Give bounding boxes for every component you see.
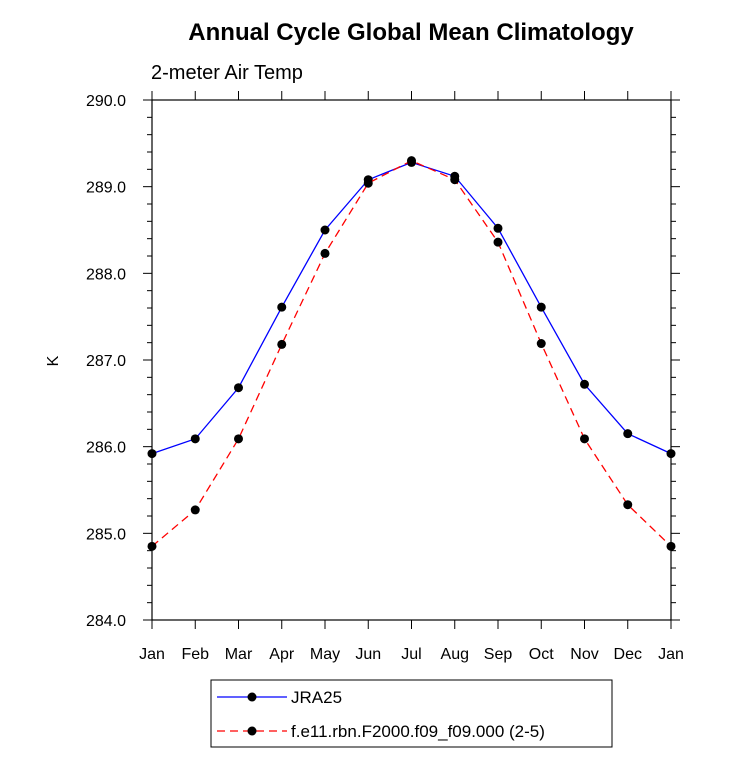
data-point <box>580 434 589 444</box>
data-point <box>190 434 200 444</box>
data-point <box>320 225 330 235</box>
y-tick-label: 284.0 <box>86 613 126 630</box>
x-tick-label: Oct <box>529 646 554 663</box>
tick-labels: 284.0 285.0 286.0 287.0 288.0 289.0 290.0 Jan Fe… <box>86 93 684 663</box>
series-layer <box>147 156 676 551</box>
data-point <box>190 505 200 515</box>
data-point <box>493 223 503 233</box>
x-tick-label: Jul <box>401 646 421 663</box>
data-point <box>277 339 287 349</box>
x-tick-label: Nov <box>570 646 598 663</box>
data-point <box>623 429 633 439</box>
y-tick-label: 290.0 <box>86 93 126 110</box>
data-point <box>493 237 503 247</box>
data-point <box>580 379 589 389</box>
chart-subtitle: 2-meter Air Temp <box>151 62 303 84</box>
y-tick-label: 289.0 <box>86 180 126 197</box>
series-line <box>151 161 672 455</box>
x-tick-label: Mar <box>225 646 253 663</box>
data-point <box>234 383 243 393</box>
data-point <box>277 302 287 312</box>
legend-marker <box>247 726 257 736</box>
legend-label: f.e11.rbn.F2000.f09_f09.000 (2-5) <box>291 722 545 741</box>
y-tick-label: 288.0 <box>86 266 126 283</box>
data-point <box>536 302 546 312</box>
legend-box <box>210 679 613 748</box>
x-tick-label: Jun <box>355 646 381 663</box>
x-tick-label: Dec <box>614 646 642 663</box>
y-axis-label: K <box>45 355 62 366</box>
data-point <box>234 434 243 444</box>
legend-marker <box>247 692 257 702</box>
series-line <box>151 159 672 547</box>
y-tick-label: 287.0 <box>86 353 126 370</box>
data-point <box>536 339 546 349</box>
x-tick-label: Jan <box>139 646 165 663</box>
chart-title: Annual Cycle Global Mean Climatology <box>188 19 634 46</box>
x-tick-label: Apr <box>269 646 295 663</box>
x-tick-label: May <box>310 646 340 663</box>
plot-frame <box>151 99 672 621</box>
data-point <box>450 175 460 185</box>
x-tick-label: Sep <box>484 646 513 663</box>
data-point <box>320 248 330 258</box>
axis-ticks <box>143 91 680 629</box>
legend-label: JRA25 <box>291 688 342 707</box>
y-tick-label: 286.0 <box>86 440 126 457</box>
y-tick-label: 285.0 <box>86 526 126 543</box>
x-tick-label: Jan <box>658 646 684 663</box>
legend: JRA25 f.e11.rbn.F2000.f09_f09.000 (2-5) <box>210 679 613 748</box>
legend-items: JRA25 f.e11.rbn.F2000.f09_f09.000 (2-5) <box>217 688 545 741</box>
x-tick-label: Feb <box>181 646 209 663</box>
data-point <box>407 156 416 166</box>
x-tick-label: Aug <box>441 646 469 663</box>
data-point <box>623 500 633 510</box>
data-point <box>363 178 373 188</box>
